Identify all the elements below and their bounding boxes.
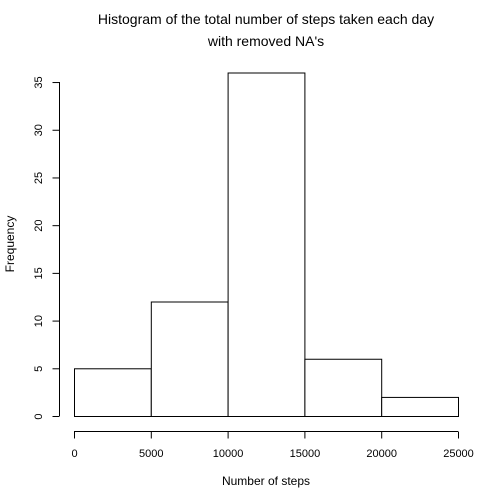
- y-tick-label: 10: [33, 315, 45, 327]
- y-axis-ticks: 0 5 10 15 20 25 30 35: [33, 76, 60, 420]
- y-tick-label: 15: [33, 267, 45, 279]
- x-tick-label: 5000: [139, 448, 163, 460]
- histogram-bar-1: [150, 301, 229, 417]
- x-axis-ticks: 0 5000 10000 15000 20000 25000: [71, 431, 474, 460]
- y-tick-label: 35: [33, 76, 45, 88]
- histogram-bar-0: [74, 368, 152, 417]
- x-tick-label: 0: [71, 448, 77, 460]
- y-tick-label: 5: [33, 366, 45, 372]
- x-tick-label: 15000: [290, 448, 321, 460]
- chart-title-line-1: Histogram of the total number of steps t…: [98, 11, 434, 27]
- histogram-bars: [74, 72, 460, 417]
- histogram-bar-2: [227, 72, 306, 417]
- chart-title-line-2: with removed NA's: [207, 33, 324, 49]
- x-axis-label: Number of steps: [222, 474, 310, 488]
- x-tick-label: 20000: [366, 448, 397, 460]
- x-tick-label: 25000: [443, 448, 474, 460]
- histogram-bar-4: [381, 396, 460, 417]
- histogram-bar-3: [304, 358, 383, 417]
- y-tick-label: 30: [33, 124, 45, 136]
- y-tick-label: 25: [33, 172, 45, 184]
- y-tick-label: 20: [33, 220, 45, 232]
- y-tick-label: 0: [33, 413, 45, 419]
- x-tick-label: 10000: [213, 448, 244, 460]
- y-axis-label: Frequency: [3, 216, 17, 273]
